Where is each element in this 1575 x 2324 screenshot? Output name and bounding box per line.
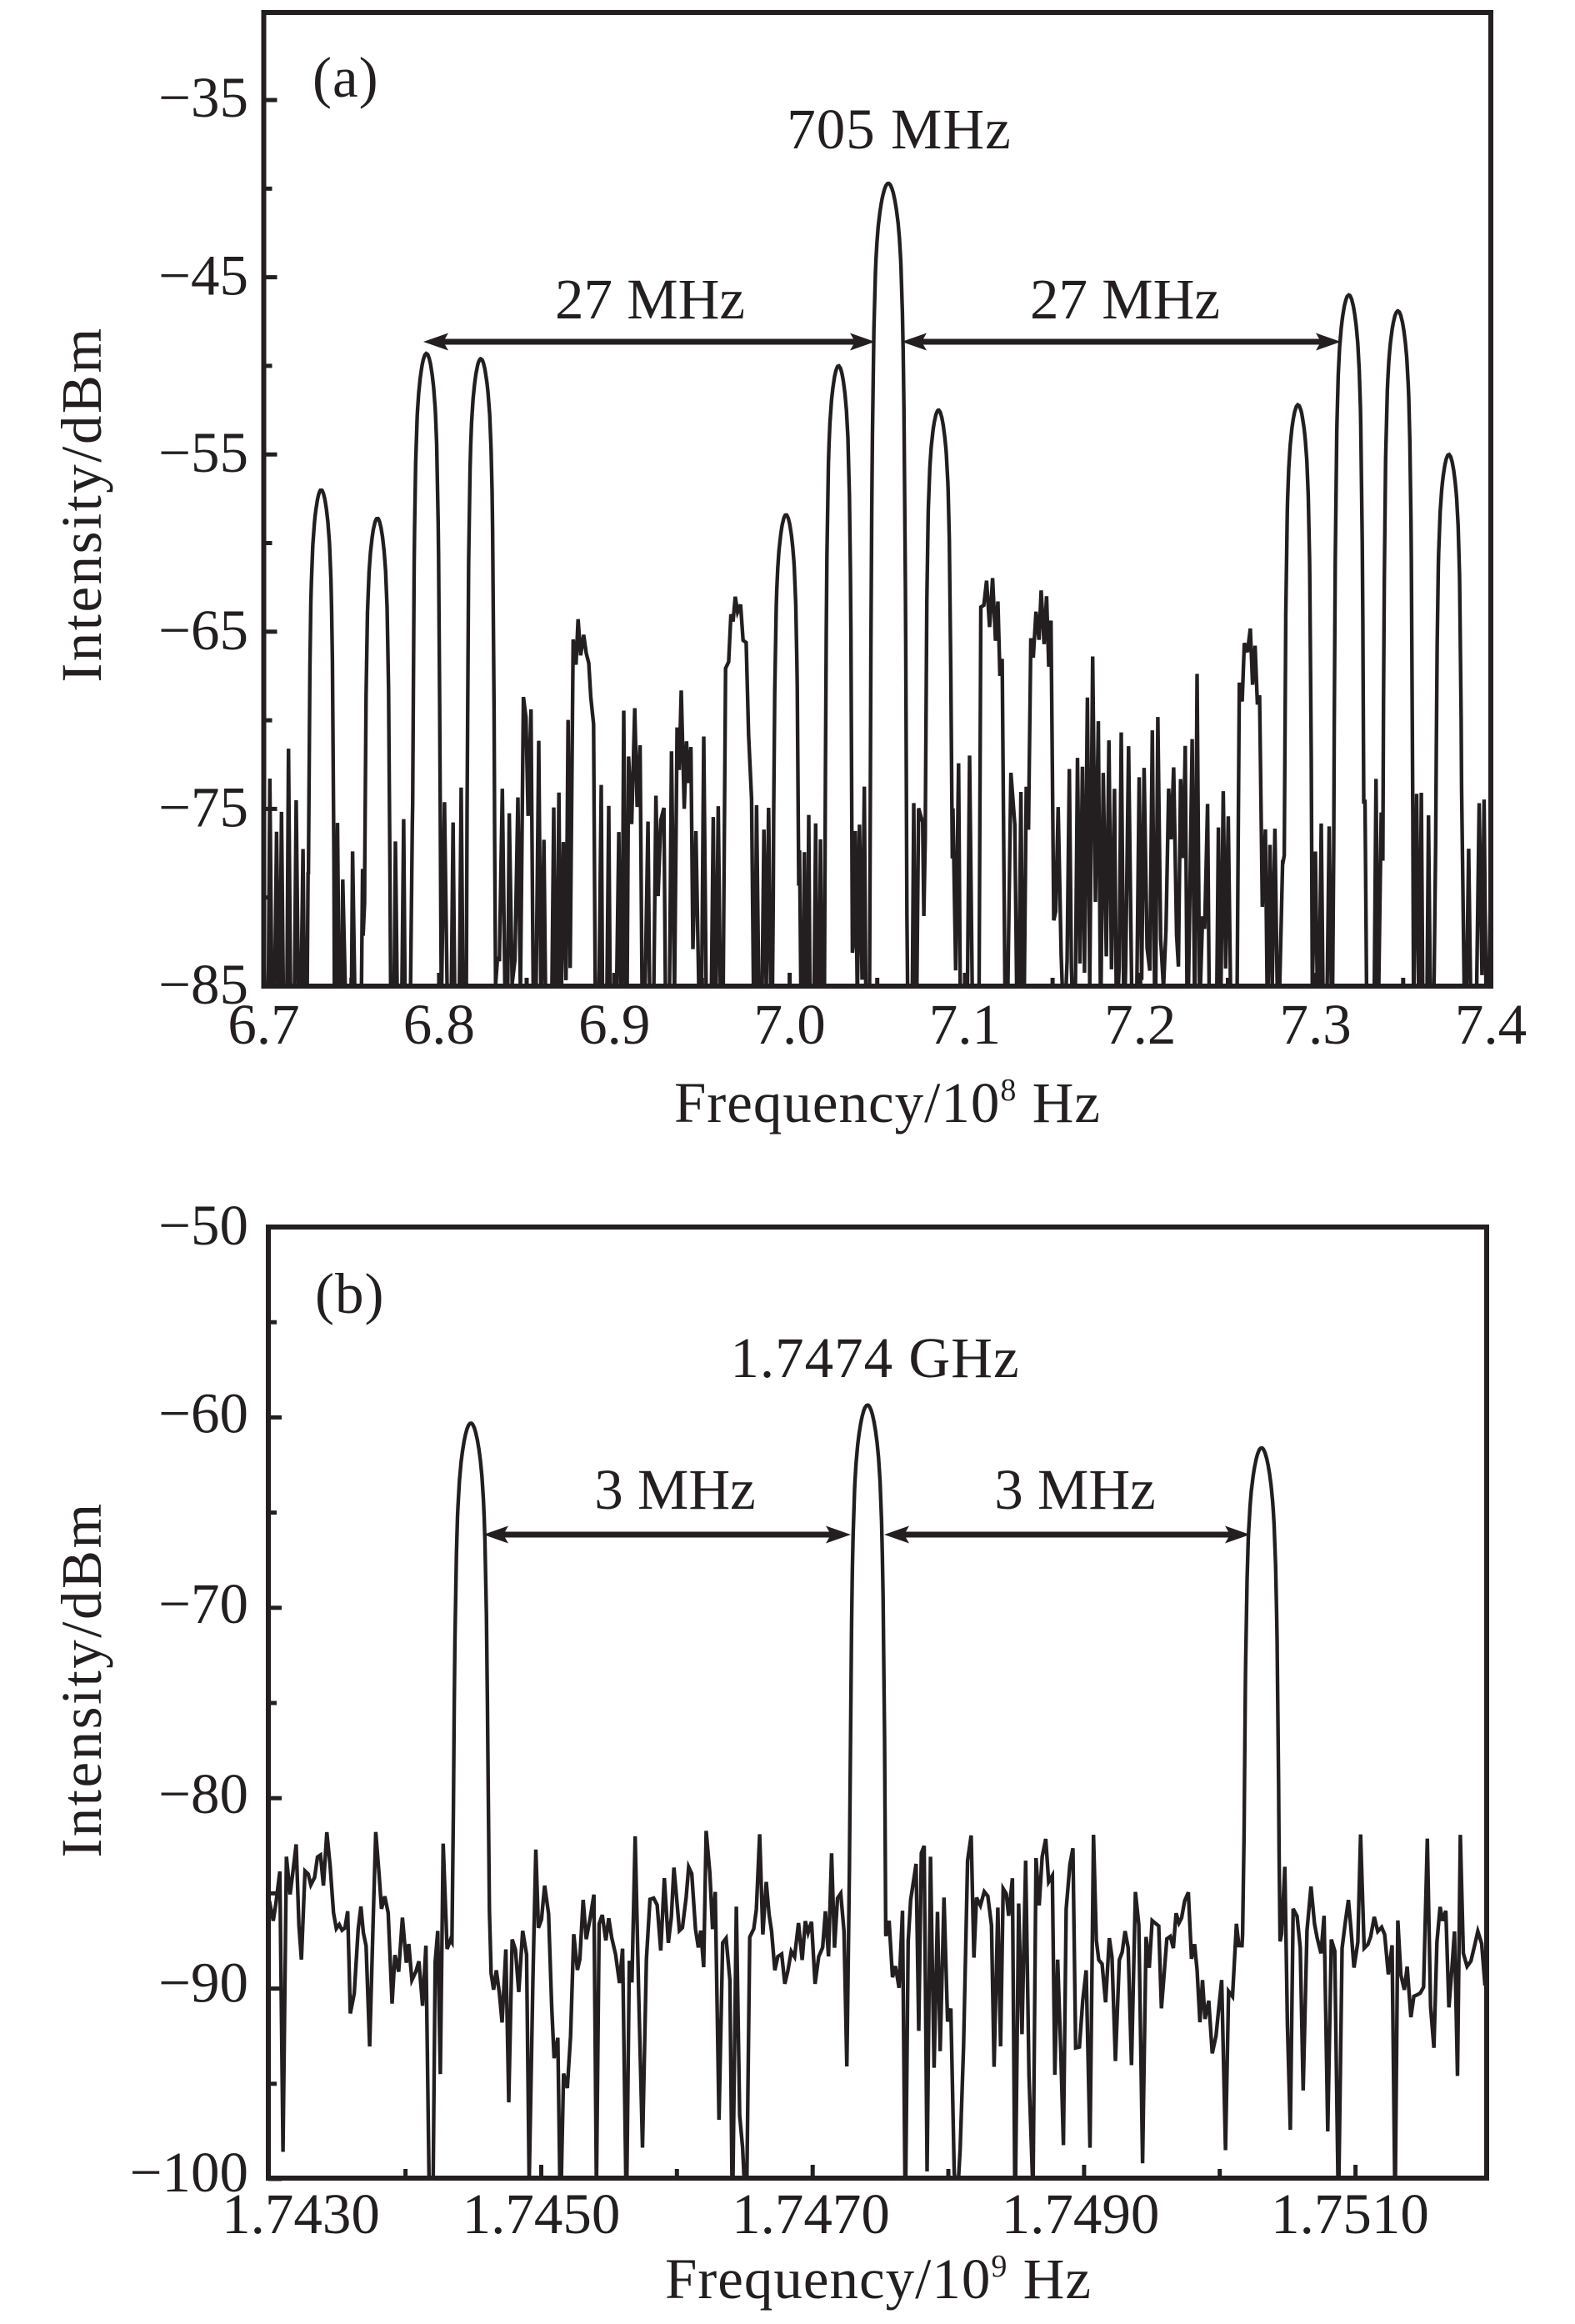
svg-text:1.7430: 1.7430: [222, 2182, 380, 2246]
svg-text:7.3: 7.3: [1279, 993, 1351, 1056]
svg-text:−70: −70: [158, 1572, 248, 1635]
svg-text:7.1: 7.1: [929, 993, 1001, 1056]
svg-text:−85: −85: [158, 953, 248, 1016]
svg-text:7.0: 7.0: [753, 993, 825, 1056]
svg-text:(b): (b): [315, 1262, 384, 1325]
svg-text:1.7510: 1.7510: [1271, 2182, 1429, 2246]
svg-text:(a): (a): [312, 46, 379, 109]
svg-text:3 MHz: 3 MHz: [994, 1458, 1156, 1521]
svg-text:1.7470: 1.7470: [732, 2182, 890, 2246]
svg-text:−75: −75: [158, 775, 248, 839]
svg-text:705 MHz: 705 MHz: [787, 98, 1012, 161]
svg-text:7.2: 7.2: [1104, 993, 1176, 1056]
svg-text:−45: −45: [158, 244, 248, 308]
svg-text:27 MHz: 27 MHz: [1030, 268, 1220, 331]
svg-text:1.7490: 1.7490: [1002, 2182, 1160, 2246]
svg-text:−100: −100: [130, 2141, 248, 2204]
svg-text:−80: −80: [158, 1762, 248, 1826]
svg-text:−50: −50: [158, 1194, 248, 1257]
svg-text:3 MHz: 3 MHz: [594, 1458, 756, 1521]
svg-text:6.8: 6.8: [403, 993, 475, 1056]
svg-text:7.4: 7.4: [1455, 993, 1527, 1056]
svg-text:−90: −90: [158, 1951, 248, 2015]
svg-text:−35: −35: [158, 66, 248, 129]
svg-text:−55: −55: [158, 421, 248, 484]
svg-text:Intensity/dBm: Intensity/dBm: [50, 1501, 113, 1857]
svg-text:Frequency/109 Hz: Frequency/109 Hz: [665, 2247, 1092, 2311]
svg-text:27 MHz: 27 MHz: [555, 268, 745, 331]
svg-text:1.7450: 1.7450: [462, 2182, 621, 2246]
svg-text:6.9: 6.9: [578, 993, 650, 1056]
svg-text:Frequency/108 Hz: Frequency/108 Hz: [674, 1071, 1101, 1134]
svg-text:−65: −65: [158, 599, 248, 662]
svg-text:−60: −60: [158, 1381, 248, 1445]
svg-text:Intensity/dBm: Intensity/dBm: [50, 326, 113, 682]
svg-text:1.7474 GHz: 1.7474 GHz: [730, 1326, 1019, 1390]
svg-text:6.7: 6.7: [228, 993, 299, 1056]
